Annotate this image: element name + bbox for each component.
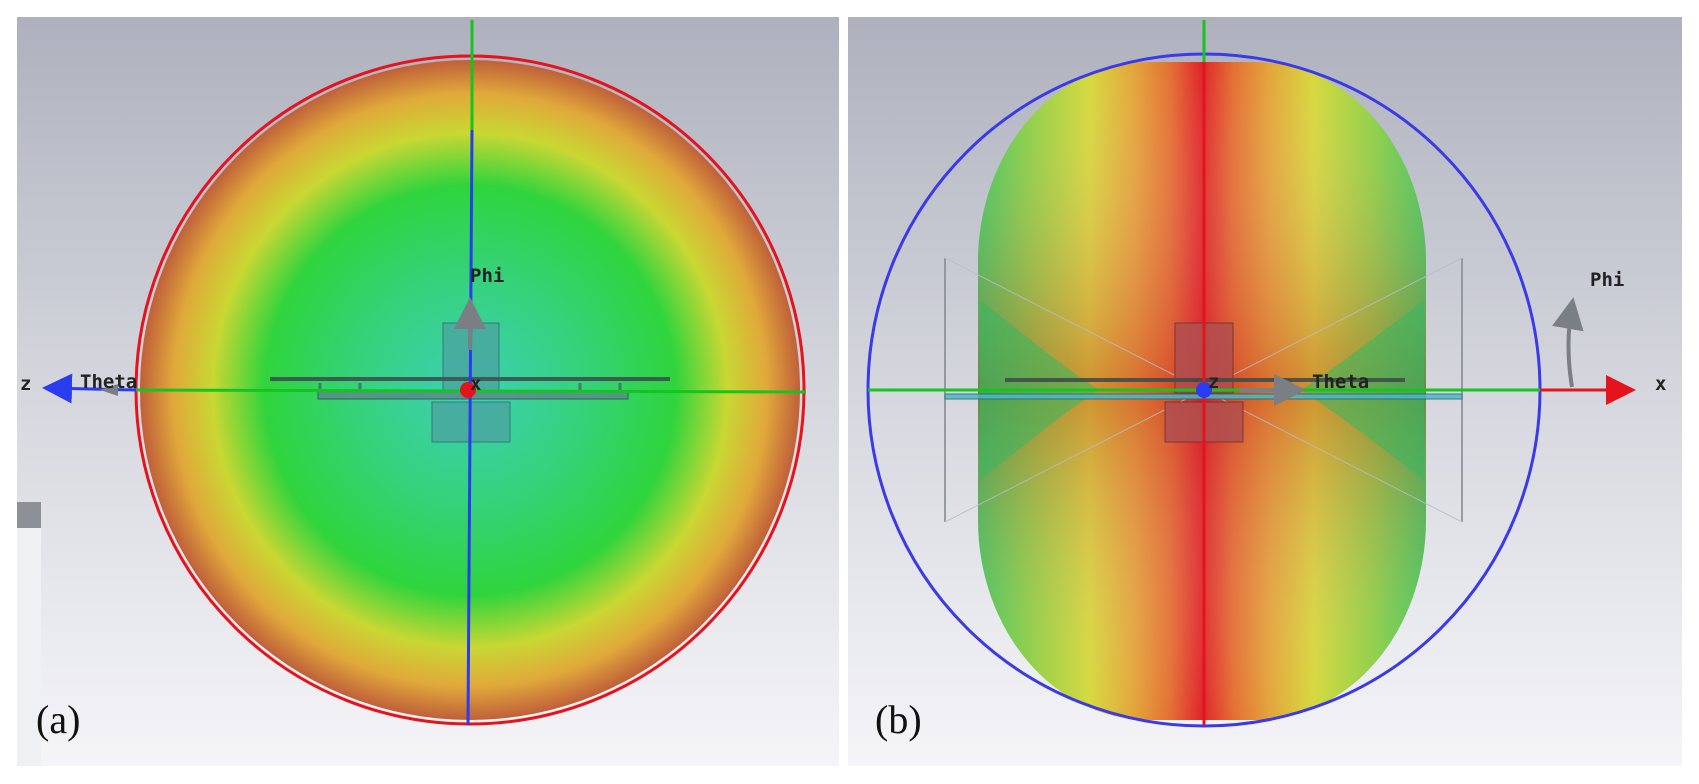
viewport-handle[interactable] <box>17 502 41 528</box>
phi-arc-arrow <box>1552 297 1584 388</box>
z-axis-arrow <box>42 373 137 404</box>
panel-a: z x Theta Phi (a) <box>17 17 839 766</box>
phi-label: Phi <box>470 265 504 287</box>
center-axis-label: x <box>470 373 481 395</box>
center-axis-label-b: z <box>1208 371 1219 393</box>
phi-label-b: Phi <box>1590 269 1624 291</box>
origin-marker <box>460 382 476 398</box>
theta-label-b: Theta <box>1312 371 1369 393</box>
origin-marker-b <box>1196 382 1212 398</box>
viewport-scroll-strip[interactable] <box>17 528 41 766</box>
horizontal-axis-label: z <box>20 373 31 395</box>
theta-arrow-icon <box>100 384 118 396</box>
panel-b: x z Theta Phi (b) <box>848 17 1682 766</box>
horizontal-axis-label-b: x <box>1655 373 1666 395</box>
theta-label: Theta <box>80 371 137 393</box>
vertical-axis-blue <box>466 129 474 726</box>
panel-a-label: (a) <box>36 697 80 742</box>
panel-b-label: (b) <box>875 697 922 742</box>
